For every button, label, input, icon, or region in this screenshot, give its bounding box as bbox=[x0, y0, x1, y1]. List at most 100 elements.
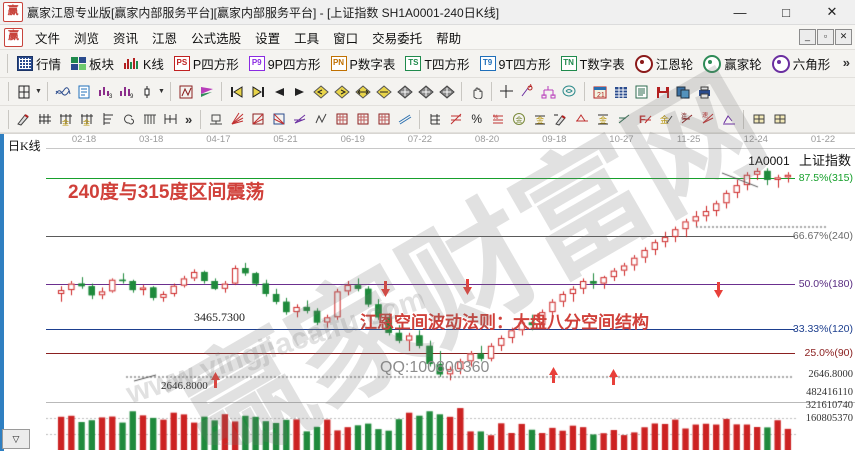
kline-9-icon[interactable]: 9 bbox=[115, 81, 136, 102]
grid-red-icon[interactable] bbox=[331, 109, 352, 130]
grow-icon[interactable] bbox=[436, 81, 457, 102]
toolbar-button-gann-wheel[interactable]: 江恩轮 bbox=[630, 52, 699, 75]
menu-item-browse[interactable]: 浏览 bbox=[74, 31, 100, 46]
calendar-day-icon[interactable] bbox=[13, 81, 34, 102]
angle-line-icon[interactable] bbox=[613, 109, 634, 130]
prev-icon[interactable] bbox=[268, 81, 289, 102]
fan-red-icon[interactable] bbox=[226, 109, 247, 130]
calendar-icon[interactable]: 21 bbox=[589, 81, 610, 102]
print-icon[interactable] bbox=[694, 81, 715, 102]
fit-icon[interactable] bbox=[394, 81, 415, 102]
chain-icon[interactable]: 连 bbox=[676, 109, 697, 130]
mdi-close-button[interactable]: ✕ bbox=[835, 29, 852, 45]
last-page-icon[interactable] bbox=[247, 81, 268, 102]
toolbar-button-quotes[interactable]: 行情 bbox=[12, 52, 66, 75]
pattern-icon[interactable] bbox=[175, 81, 196, 102]
candle-icon[interactable] bbox=[136, 81, 157, 102]
mdi-minimize-button[interactable]: _ bbox=[799, 29, 816, 45]
volume-pane[interactable] bbox=[46, 402, 855, 451]
flag-icon[interactable] bbox=[196, 81, 217, 102]
menu-item-window[interactable]: 窗口 bbox=[333, 31, 359, 46]
save-icon[interactable] bbox=[652, 81, 673, 102]
shrink-icon[interactable] bbox=[415, 81, 436, 102]
draw-pen-icon[interactable]: A bbox=[517, 81, 538, 102]
table-icon[interactable] bbox=[610, 81, 631, 102]
minimize-button[interactable]: — bbox=[733, 4, 747, 20]
pencil-icon[interactable] bbox=[13, 109, 34, 130]
box-icon[interactable] bbox=[205, 109, 226, 130]
table-gold2-icon[interactable] bbox=[769, 109, 790, 130]
first-page-icon[interactable] bbox=[226, 81, 247, 102]
zoom-right-icon[interactable] bbox=[331, 81, 352, 102]
close-button[interactable]: ✕ bbox=[826, 4, 838, 19]
fib-f-icon[interactable] bbox=[97, 109, 118, 130]
toolbar-button-winner-wheel[interactable]: 赢家轮 bbox=[698, 52, 767, 75]
compress-icon[interactable] bbox=[373, 81, 394, 102]
toolbar-button-t-number-table[interactable]: TN T数字表 bbox=[556, 52, 630, 75]
toolbar-overflow-button[interactable]: » bbox=[842, 55, 850, 70]
gold-line-icon[interactable]: 金 bbox=[529, 109, 550, 130]
toolbar-button-t-square[interactable]: TS T四方形 bbox=[400, 52, 474, 75]
gann-grid-icon[interactable] bbox=[34, 109, 55, 130]
grid-red2-icon[interactable] bbox=[352, 109, 373, 130]
ladder-icon[interactable] bbox=[424, 109, 445, 130]
report-icon[interactable] bbox=[631, 81, 652, 102]
toolbar-button-9t-square[interactable]: T9 9T四方形 bbox=[475, 52, 556, 75]
speed-icon[interactable]: 速 bbox=[697, 109, 718, 130]
f-line-icon[interactable]: F bbox=[634, 109, 655, 130]
gold-angle-icon[interactable]: 金 bbox=[655, 109, 676, 130]
percent-line-icon[interactable]: % bbox=[487, 109, 508, 130]
measure-icon[interactable] bbox=[160, 109, 181, 130]
dropdown-arrow-icon[interactable]: ▼ bbox=[35, 88, 42, 95]
toolbar-button-hexagon[interactable]: 六角形 bbox=[767, 52, 836, 75]
toolbar-button-p-number-table[interactable]: PN P数字表 bbox=[326, 52, 401, 75]
tree-icon[interactable] bbox=[538, 81, 559, 102]
gann-fan-gold2-icon[interactable]: 金 bbox=[76, 109, 97, 130]
zigzag-icon[interactable] bbox=[310, 109, 331, 130]
expand-h-icon[interactable] bbox=[352, 81, 373, 102]
volume-canvas[interactable] bbox=[46, 403, 855, 450]
crosshair-icon[interactable] bbox=[496, 81, 517, 102]
pen-red-icon[interactable] bbox=[550, 109, 571, 130]
toolbar-button-9p-square[interactable]: P9 9P四方形 bbox=[244, 52, 326, 75]
gann-fan-gold-icon[interactable]: 金 bbox=[55, 109, 76, 130]
square-fan2-icon[interactable] bbox=[268, 109, 289, 130]
menu-item-settings[interactable]: 设置 bbox=[255, 31, 281, 46]
menu-item-help[interactable]: 帮助 bbox=[436, 31, 462, 46]
menu-item-formula[interactable]: 公式选股 bbox=[191, 31, 242, 46]
drawing-toolbar-overflow[interactable]: » bbox=[185, 111, 193, 127]
menu-item-tools[interactable]: 工具 bbox=[294, 31, 320, 46]
menu-item-gann[interactable]: 江恩 bbox=[152, 31, 178, 46]
square-fan-icon[interactable] bbox=[247, 109, 268, 130]
wave-icon[interactable] bbox=[52, 81, 73, 102]
parallel-icon[interactable] bbox=[394, 109, 415, 130]
menu-item-trade[interactable]: 交易委托 bbox=[372, 31, 423, 46]
zoom-left-icon[interactable] bbox=[310, 81, 331, 102]
maximize-button[interactable]: □ bbox=[782, 4, 790, 20]
toolbar-button-sector[interactable]: 板块 bbox=[66, 52, 119, 75]
grid-fine-icon[interactable] bbox=[139, 109, 160, 130]
hand-icon[interactable] bbox=[466, 81, 487, 102]
candlestick-canvas[interactable] bbox=[46, 149, 855, 392]
copy-icon[interactable] bbox=[673, 81, 694, 102]
menu-item-file[interactable]: 文件 bbox=[35, 31, 61, 46]
toolbar-button-kline[interactable]: K线 bbox=[119, 52, 169, 75]
table-gold-icon[interactable] bbox=[748, 109, 769, 130]
percent-cross-icon[interactable] bbox=[445, 109, 466, 130]
spiral-icon[interactable] bbox=[118, 109, 139, 130]
kline-3-icon[interactable]: 3 bbox=[94, 81, 115, 102]
menu-item-news[interactable]: 资讯 bbox=[113, 31, 139, 46]
dropdown-arrow2-icon[interactable]: ▼ bbox=[158, 88, 165, 95]
grid-red3-icon[interactable] bbox=[373, 109, 394, 130]
document-icon[interactable] bbox=[73, 81, 94, 102]
toolbar-button-p-square[interactable]: PS P四方形 bbox=[169, 52, 244, 75]
chart-area[interactable]: 日K线 02-18 03-18 04-17 05-21 06-19 07-22 08-20 0… bbox=[0, 133, 855, 451]
percent-icon[interactable]: % bbox=[471, 112, 483, 126]
retrace-icon[interactable] bbox=[571, 109, 592, 130]
gold-circle-icon[interactable]: 金 bbox=[508, 109, 529, 130]
chart-plot[interactable]: 02-18 03-18 04-17 05-21 06-19 07-22 08-20 09-18… bbox=[46, 134, 855, 451]
next-icon[interactable] bbox=[289, 81, 310, 102]
scroll-down-button[interactable]: ▽ bbox=[2, 429, 30, 449]
brain-icon[interactable] bbox=[559, 81, 580, 102]
gold-retrace-icon[interactable]: 金 bbox=[592, 109, 613, 130]
